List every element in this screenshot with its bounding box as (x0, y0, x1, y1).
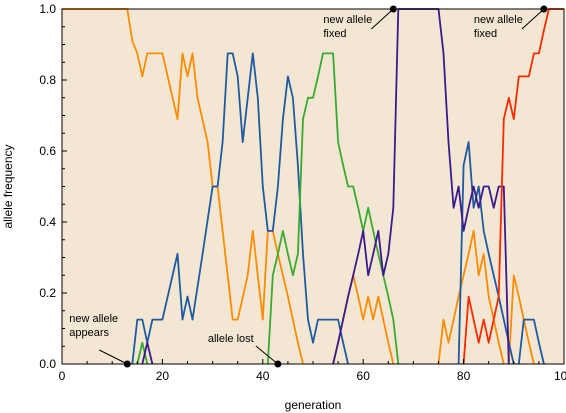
x-tick-label: 40 (256, 369, 270, 383)
annotation-text: new allele (69, 313, 118, 325)
x-tick-label: 0 (59, 369, 66, 383)
series-line-11 (462, 8, 564, 365)
y-axis-label: allele frequency (1, 144, 15, 228)
y-tick-label: 0.2 (39, 286, 56, 300)
x-tick-label: 20 (156, 369, 170, 383)
annotation: new allele fixed (474, 5, 548, 40)
series-line-9 (141, 341, 154, 365)
annotation: new allele fixed (323, 5, 397, 40)
annotation-layer: new allele appears allele lost new allele fi… (69, 5, 548, 368)
series-line-3 (507, 274, 535, 365)
x-tick-label: 100 (554, 369, 566, 383)
series-line-6 (517, 318, 545, 365)
annotation-text: new allele (323, 14, 372, 26)
annotation-leader (255, 345, 279, 365)
annotation-leader (521, 8, 545, 30)
annotation: allele lost (208, 333, 282, 368)
y-axis-ticks: 0.0 0.2 0.4 0.6 0.8 1.0 (39, 2, 67, 371)
annotation: new allele appears (69, 313, 131, 368)
annotation-text: new allele (474, 14, 523, 26)
annotation-text: fixed (323, 28, 346, 40)
x-axis-ticks: 0 20 40 60 80 100 (59, 359, 566, 383)
x-tick-label: 80 (457, 369, 471, 383)
y-tick-label: 1.0 (39, 2, 56, 16)
series-line-5 (457, 141, 515, 365)
y-tick-label: 0.6 (39, 144, 56, 158)
series-line-7 (136, 341, 149, 365)
annotation-text: allele lost (208, 333, 254, 345)
annotation-text: fixed (474, 28, 497, 40)
y-tick-label: 0.4 (39, 215, 56, 229)
series-line-4 (131, 52, 349, 365)
series-line-8 (266, 52, 400, 365)
y-tick-label: 0.0 (39, 357, 56, 371)
annotation-leader (370, 8, 394, 30)
annotation-text: appears (69, 327, 109, 339)
x-tick-label: 60 (357, 369, 371, 383)
plot-area (62, 9, 564, 364)
series-line-2 (437, 230, 505, 365)
annotation-leader (99, 349, 128, 365)
y-tick-label: 0.8 (39, 73, 56, 87)
x-axis-label: generation (285, 398, 342, 412)
